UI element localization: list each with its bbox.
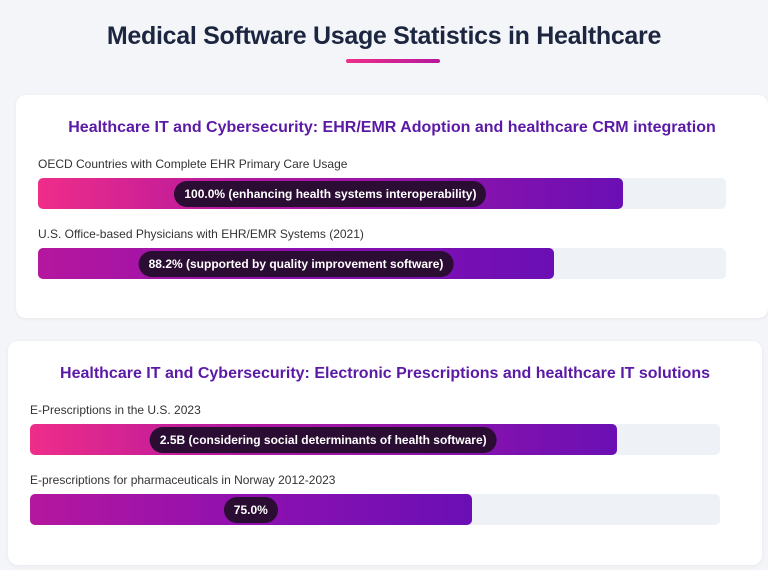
value-label: 88.2% (supported by quality improvement … bbox=[138, 250, 454, 277]
bar-fill: 75.0% bbox=[30, 494, 472, 525]
bar-fill: 2.5B (considering social determinants of… bbox=[30, 424, 617, 455]
item-label: U.S. Office-based Physicians with EHR/EM… bbox=[38, 227, 364, 241]
title-underline bbox=[346, 59, 440, 63]
bar-track: 100.0% (enhancing health systems interop… bbox=[38, 178, 726, 209]
item-label: E-Prescriptions in the U.S. 2023 bbox=[30, 403, 201, 417]
bar-track: 75.0% bbox=[30, 494, 720, 525]
bar-track: 2.5B (considering social determinants of… bbox=[30, 424, 720, 455]
bar-fill: 88.2% (supported by quality improvement … bbox=[38, 248, 554, 279]
section-title: Healthcare IT and Cybersecurity: EHR/EMR… bbox=[68, 119, 716, 136]
value-label: 100.0% (enhancing health systems interop… bbox=[174, 180, 487, 207]
bar-fill: 100.0% (enhancing health systems interop… bbox=[38, 178, 623, 209]
value-label: 75.0% bbox=[223, 496, 278, 523]
section-card: Healthcare IT and Cybersecurity: Electro… bbox=[8, 341, 762, 565]
section-card: Healthcare IT and Cybersecurity: EHR/EMR… bbox=[16, 95, 768, 318]
item-label: E-prescriptions for pharmaceuticals in N… bbox=[30, 473, 336, 487]
value-label: 2.5B (considering social determinants of… bbox=[149, 426, 497, 453]
bar-track: 88.2% (supported by quality improvement … bbox=[38, 248, 726, 279]
section-title: Healthcare IT and Cybersecurity: Electro… bbox=[60, 365, 710, 382]
page-title: Medical Software Usage Statistics in Hea… bbox=[106, 22, 662, 50]
item-label: OECD Countries with Complete EHR Primary… bbox=[38, 157, 348, 171]
